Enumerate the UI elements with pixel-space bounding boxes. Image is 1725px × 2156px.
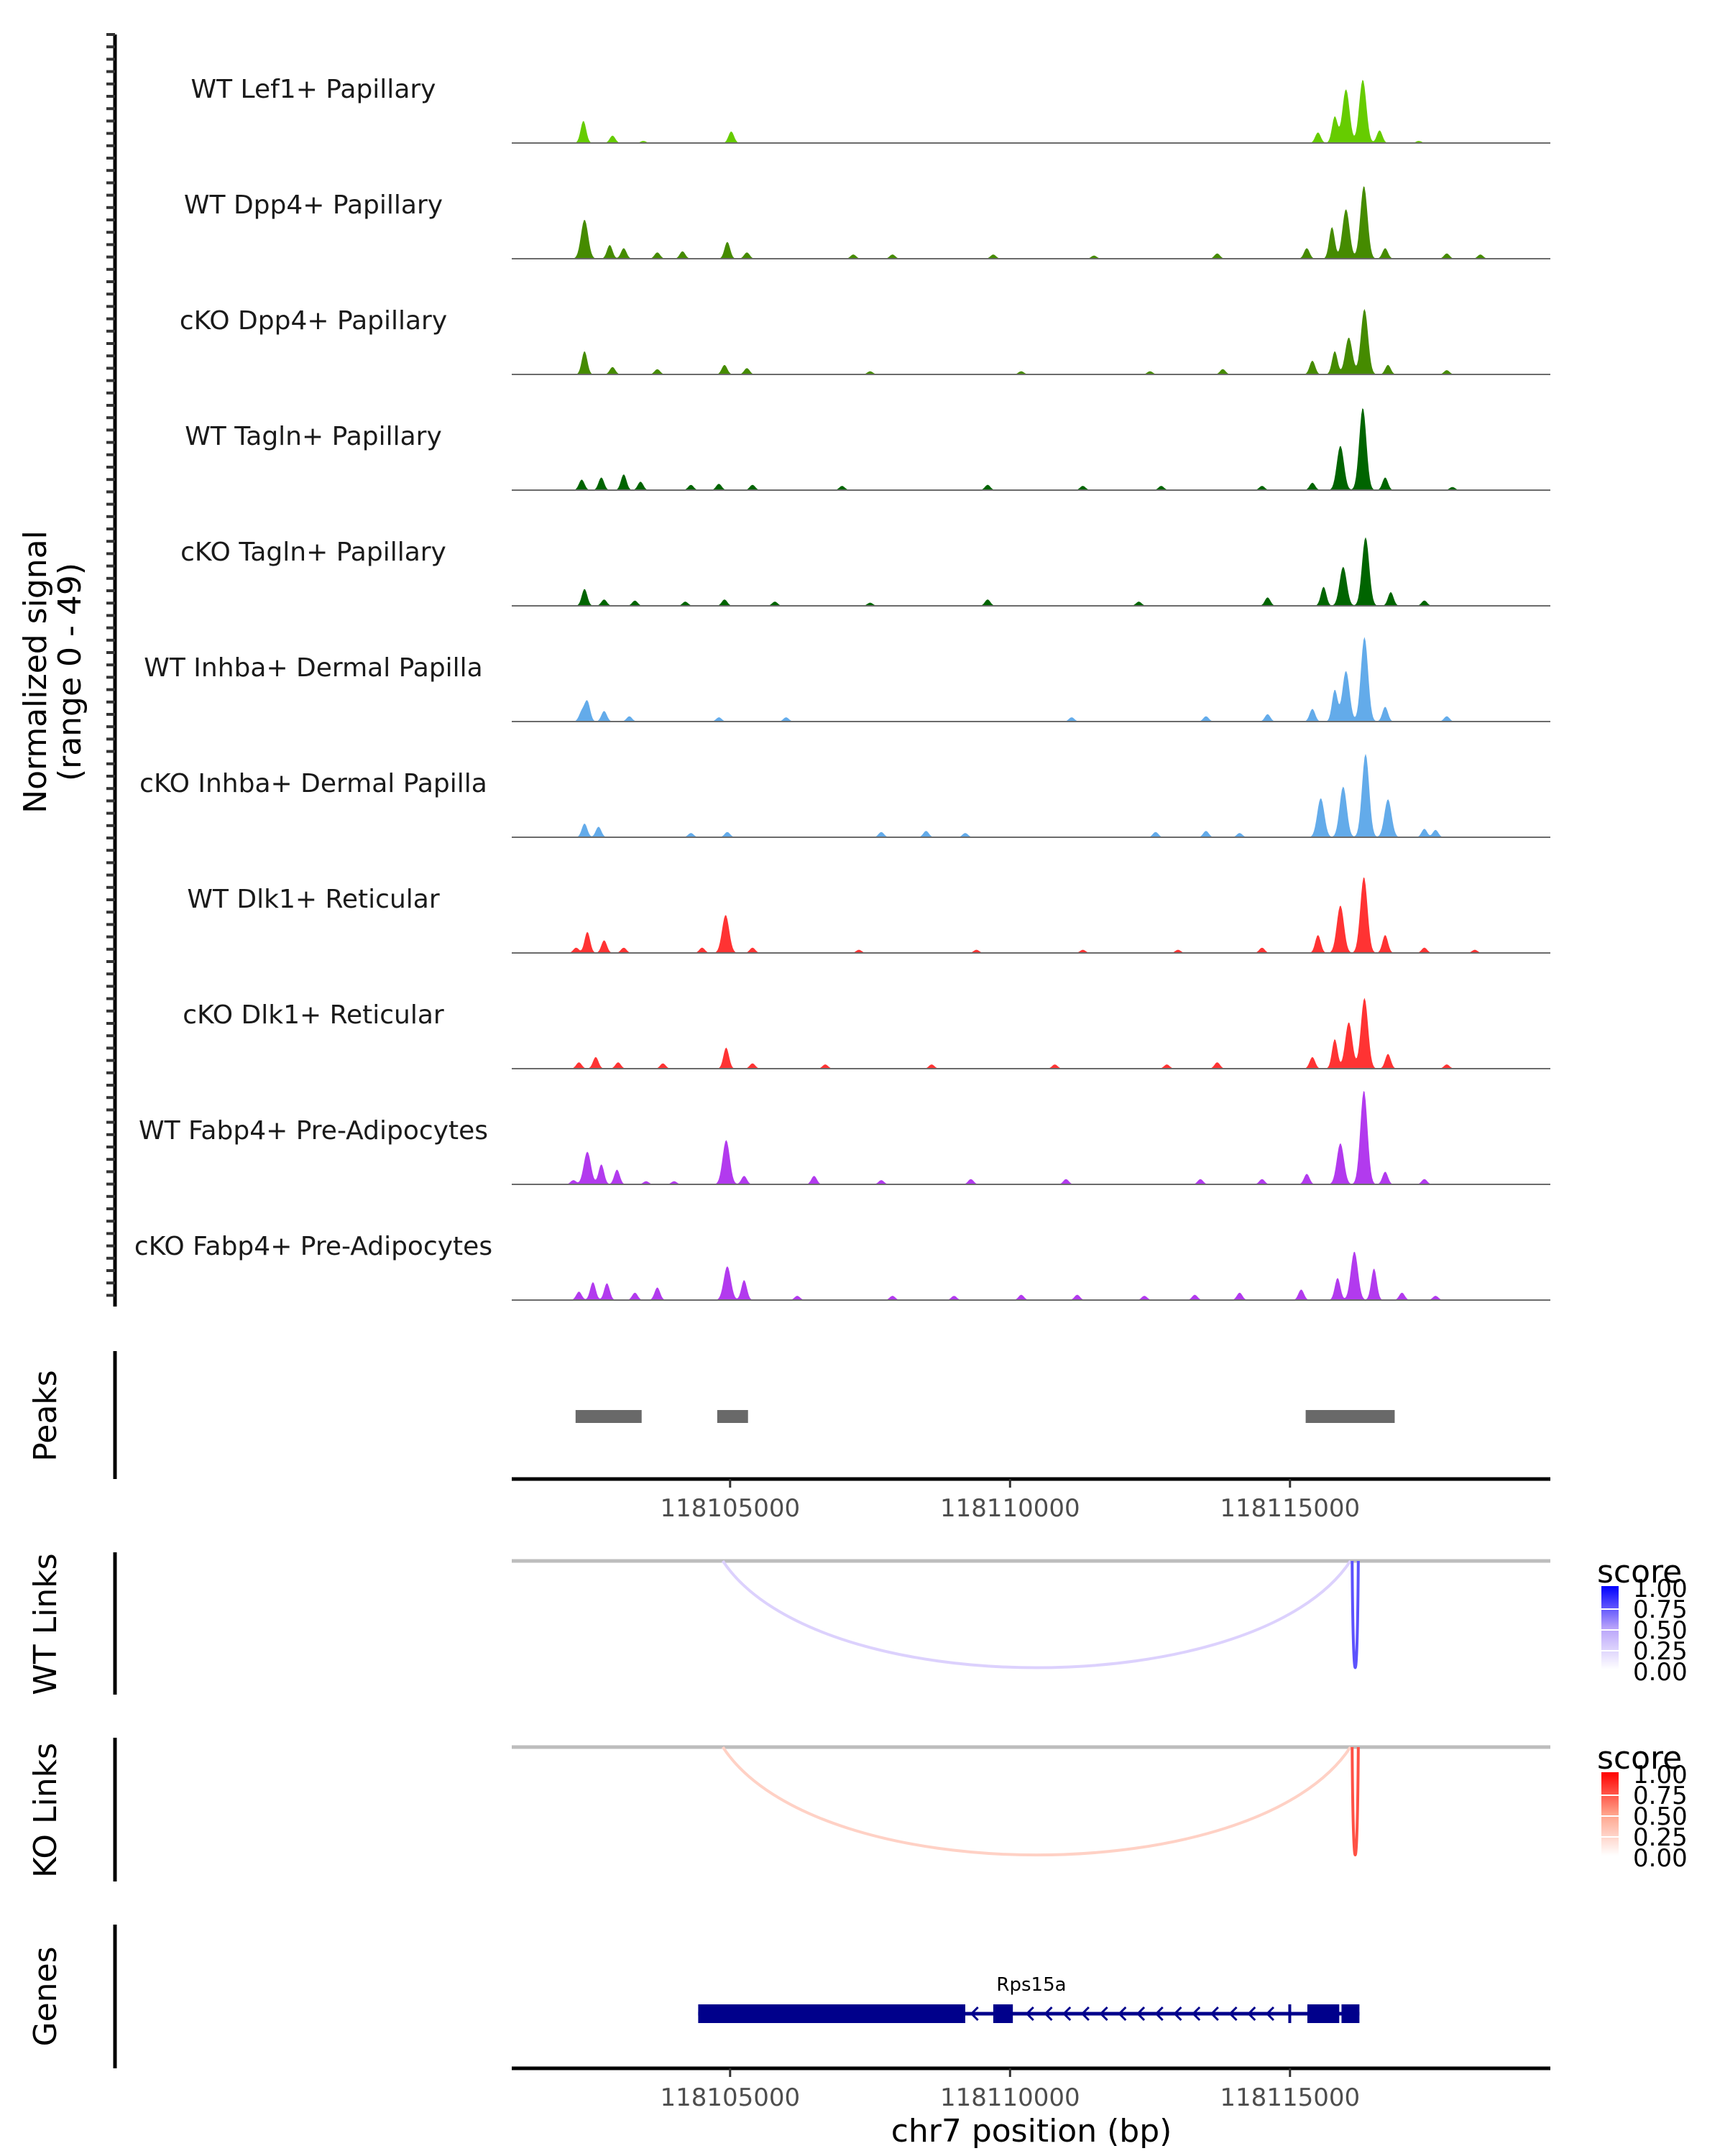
- strand-arrow-icon: [1099, 2006, 1108, 2022]
- track-label: cKO Dlk1+ Reticular: [183, 1000, 444, 1030]
- peak-region: [575, 1410, 642, 1423]
- gene-name-label: Rps15a: [996, 1974, 1066, 1996]
- y-axis-title-line2: (range 0 - 49): [52, 563, 88, 781]
- strand-arrow-icon: [1210, 2006, 1219, 2022]
- strand-arrow-icon: [1044, 2006, 1053, 2022]
- ko-links-legend: score 1.000.750.500.250.00: [1597, 1740, 1688, 1873]
- strand-arrow-icon: [1154, 2006, 1164, 2022]
- wt-links-track-label: WT Links: [27, 1553, 64, 1695]
- track-label: WT Tagln+ Papillary: [185, 422, 442, 451]
- coverage-track: WT Fabp4+ Pre-Adipocytes: [139, 1091, 1550, 1185]
- strand-arrow-icon: [1136, 2006, 1146, 2022]
- track-label: cKO Tagln+ Papillary: [180, 538, 446, 567]
- peaks-track: [575, 1410, 1395, 1423]
- legend-tick-label: 0.00: [1633, 1844, 1688, 1873]
- strand-arrow-icon: [970, 2006, 979, 2022]
- track-label: WT Fabp4+ Pre-Adipocytes: [139, 1116, 488, 1146]
- genes-track: [698, 2004, 1360, 2023]
- link-arc: [1351, 1746, 1360, 1856]
- link-arc: [721, 1746, 1352, 1857]
- x-tick-label: 118105000: [660, 2083, 800, 2112]
- gene-exon: [698, 2004, 965, 2023]
- gene-exon: [1288, 2004, 1292, 2023]
- coverage-tracks: WT Lef1+ Papillary WT Dpp4+ Papillary cKO …: [134, 75, 1550, 1301]
- gene-exon: [1307, 2004, 1340, 2023]
- gene-exon: [1341, 2004, 1360, 2023]
- strand-arrow-icon: [1228, 2006, 1238, 2022]
- legend-tick-label: 1.00: [1633, 1575, 1688, 1603]
- coverage-track: WT Dlk1+ Reticular: [187, 877, 1550, 954]
- links-tracks: [512, 1559, 1550, 1857]
- y-axis-title: Normalized signal (range 0 - 49): [17, 530, 88, 814]
- coverage-area: [512, 408, 1550, 490]
- strand-arrow-icon: [1192, 2006, 1201, 2022]
- coverage-area: [512, 998, 1550, 1069]
- coverage-area: [512, 1251, 1550, 1300]
- strand-arrow-icon: [1247, 2006, 1256, 2022]
- coverage-track: cKO Tagln+ Papillary: [180, 537, 1550, 607]
- track-label: cKO Fabp4+ Pre-Adipocytes: [134, 1232, 492, 1261]
- link-arc: [1351, 1560, 1360, 1669]
- peaks-track-label: Peaks: [27, 1370, 64, 1461]
- legend-tick-label: 0.25: [1633, 1637, 1688, 1666]
- legend-tick-label: 0.00: [1633, 1658, 1688, 1687]
- x-axis-title: chr7 position (bp): [891, 2113, 1172, 2150]
- strand-arrow-icon: [1118, 2006, 1127, 2022]
- coverage-track: cKO Dpp4+ Papillary: [180, 306, 1550, 375]
- x-tick-label: 118115000: [1220, 2083, 1360, 2112]
- y-axis-title-line1: Normalized signal: [17, 530, 54, 814]
- strand-arrow-icon: [1062, 2006, 1072, 2022]
- legend-tick-label: 0.50: [1633, 1802, 1688, 1831]
- coverage-area: [512, 637, 1550, 722]
- legend-tick-label: 0.75: [1633, 1782, 1688, 1810]
- legend-tick-label: 0.75: [1633, 1595, 1688, 1624]
- legend-tick-label: 0.25: [1633, 1823, 1688, 1852]
- ko-links-track-label: KO Links: [27, 1743, 64, 1878]
- x-axis-lower: 118105000 118110000 118115000: [660, 2068, 1360, 2112]
- link-arc: [722, 1560, 1352, 1669]
- track-label: WT Inhba+ Dermal Papilla: [144, 653, 482, 683]
- strand-arrow-icon: [1025, 2006, 1034, 2022]
- coverage-track: cKO Dlk1+ Reticular: [183, 998, 1550, 1069]
- strand-arrow-icon: [1173, 2006, 1182, 2022]
- coverage-track: cKO Inhba+ Dermal Papilla: [139, 753, 1550, 838]
- x-tick-label: 118110000: [940, 2083, 1080, 2112]
- x-axis-upper: 118105000 118110000 118115000: [660, 1479, 1360, 1523]
- x-tick-label: 118105000: [660, 1494, 800, 1523]
- genes-track-label: Genes: [27, 1946, 64, 2046]
- track-label: WT Lef1+ Papillary: [191, 75, 436, 104]
- ko-legend-colorbar: [1601, 1772, 1619, 1856]
- coverage-area: [512, 308, 1550, 374]
- ko-legend-title: score: [1597, 1740, 1682, 1777]
- strand-arrow-icon: [1080, 2006, 1090, 2022]
- signal-y-axis-ticks: [106, 33, 115, 1297]
- x-tick-label: 118115000: [1220, 1494, 1360, 1523]
- track-label: WT Dpp4+ Papillary: [184, 190, 443, 220]
- track-label: cKO Inhba+ Dermal Papilla: [139, 769, 487, 798]
- wt-links-legend: score 1.000.750.500.250.00: [1597, 1554, 1688, 1687]
- coverage-track: WT Dpp4+ Papillary: [184, 186, 1550, 259]
- coverage-area: [512, 1091, 1550, 1184]
- coverage-track: WT Lef1+ Papillary: [191, 75, 1550, 144]
- strand-arrow-icon: [1265, 2006, 1275, 2022]
- coverage-area: [512, 80, 1550, 143]
- coverage-area: [512, 186, 1550, 259]
- coverage-track: WT Tagln+ Papillary: [185, 408, 1550, 491]
- legend-tick-label: 0.50: [1633, 1616, 1688, 1645]
- wt-legend-colorbar: [1601, 1586, 1619, 1669]
- x-tick-label: 118110000: [940, 1494, 1080, 1523]
- legend-tick-label: 1.00: [1633, 1761, 1688, 1789]
- peak-region: [717, 1410, 748, 1423]
- coverage-track: cKO Fabp4+ Pre-Adipocytes: [134, 1232, 1550, 1301]
- coverage-area: [512, 537, 1550, 606]
- coverage-area: [512, 753, 1550, 837]
- coverage-area: [512, 877, 1550, 953]
- track-label: cKO Dpp4+ Papillary: [180, 306, 447, 336]
- wt-legend-title: score: [1597, 1554, 1682, 1590]
- track-label: WT Dlk1+ Reticular: [187, 885, 439, 914]
- coverage-track: WT Inhba+ Dermal Papilla: [144, 637, 1550, 722]
- peak-region: [1305, 1410, 1395, 1423]
- gene-exon: [993, 2004, 1013, 2023]
